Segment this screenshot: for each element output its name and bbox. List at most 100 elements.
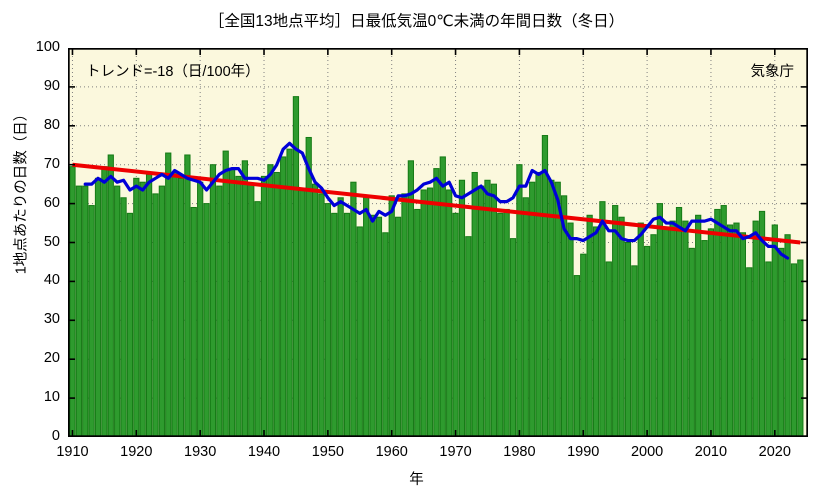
bar bbox=[158, 185, 165, 437]
bar bbox=[216, 185, 223, 437]
bar bbox=[356, 226, 363, 437]
bar bbox=[586, 214, 593, 437]
bar bbox=[311, 183, 319, 437]
bar bbox=[548, 179, 555, 437]
trend-line bbox=[72, 162, 801, 245]
bar bbox=[752, 220, 759, 437]
bar bbox=[94, 177, 102, 437]
bar bbox=[369, 214, 376, 437]
x-tick-label: 2020 bbox=[758, 444, 791, 460]
bar bbox=[778, 247, 785, 437]
bar bbox=[765, 261, 772, 437]
x-tick-label: 1940 bbox=[247, 444, 281, 460]
x-tick-label: 1930 bbox=[184, 444, 217, 460]
bar bbox=[631, 265, 638, 437]
bar bbox=[656, 203, 663, 437]
bar bbox=[624, 242, 632, 437]
x-tick-label: 1910 bbox=[56, 444, 89, 460]
bar bbox=[675, 206, 683, 437]
bar bbox=[784, 234, 791, 437]
bar bbox=[446, 189, 453, 437]
y-tick-label: 10 bbox=[43, 389, 60, 406]
y-tick-label: 100 bbox=[35, 39, 60, 55]
bar bbox=[471, 171, 478, 437]
bar bbox=[401, 193, 408, 437]
bar bbox=[618, 216, 625, 437]
bar bbox=[739, 232, 747, 437]
bar bbox=[337, 197, 344, 437]
bar bbox=[669, 220, 676, 437]
bar bbox=[707, 228, 715, 437]
smoothed-line bbox=[83, 141, 790, 260]
bar bbox=[567, 222, 574, 437]
bar bbox=[331, 212, 338, 437]
bar bbox=[695, 214, 702, 437]
bar bbox=[394, 216, 402, 437]
bar bbox=[305, 136, 312, 437]
bar bbox=[139, 181, 146, 437]
bar bbox=[458, 179, 466, 437]
bar bbox=[573, 275, 580, 437]
bar bbox=[197, 181, 204, 437]
bar bbox=[452, 212, 459, 437]
bar bbox=[248, 183, 255, 437]
bar bbox=[228, 168, 236, 437]
bar bbox=[190, 206, 197, 437]
bar bbox=[363, 195, 370, 437]
y-tick-label: 80 bbox=[43, 116, 60, 133]
bar bbox=[714, 208, 721, 437]
bar bbox=[222, 150, 229, 437]
trend-annotation: トレンド=-18（日/100年） bbox=[86, 64, 260, 80]
x-tick-label: 2000 bbox=[630, 444, 664, 460]
bar bbox=[88, 205, 95, 437]
bar bbox=[720, 205, 727, 437]
bar bbox=[522, 197, 529, 437]
bar bbox=[260, 175, 268, 437]
bar bbox=[477, 185, 485, 437]
bar bbox=[599, 201, 606, 437]
bar bbox=[790, 263, 798, 437]
agency-annotation: 気象庁 bbox=[750, 64, 795, 80]
bar bbox=[235, 175, 242, 437]
bar bbox=[75, 185, 82, 437]
bar bbox=[133, 177, 140, 437]
bar bbox=[612, 205, 619, 437]
bar bbox=[771, 224, 778, 437]
bar bbox=[177, 177, 185, 437]
bar bbox=[560, 195, 568, 437]
bar bbox=[69, 166, 76, 437]
bar bbox=[554, 181, 561, 437]
bar bbox=[637, 222, 644, 437]
bar bbox=[484, 179, 491, 437]
bar bbox=[318, 193, 325, 437]
bar bbox=[726, 224, 734, 437]
bar bbox=[350, 181, 357, 437]
bar bbox=[152, 193, 159, 437]
bar bbox=[490, 183, 497, 437]
bar bbox=[509, 238, 517, 437]
bar bbox=[529, 181, 536, 437]
bar bbox=[465, 236, 472, 437]
bar bbox=[516, 164, 523, 437]
x-tick-label: 1990 bbox=[567, 444, 600, 460]
bar bbox=[433, 168, 440, 437]
y-tick-label: 20 bbox=[43, 350, 60, 367]
bar bbox=[439, 156, 446, 437]
bar bbox=[120, 197, 127, 437]
bar bbox=[663, 226, 670, 437]
x-axis-label: 年 bbox=[409, 472, 424, 488]
bar bbox=[324, 203, 331, 437]
plot-frame bbox=[68, 48, 808, 437]
bar bbox=[701, 240, 708, 437]
bar bbox=[503, 208, 510, 437]
bar bbox=[171, 171, 178, 437]
x-tick-label: 1960 bbox=[375, 444, 408, 460]
bar bbox=[273, 171, 280, 437]
bar bbox=[535, 171, 542, 437]
y-tick-label: 30 bbox=[43, 311, 60, 328]
y-axis-ticks: 0 10 20 30 40 50 60 70 80 90 100 bbox=[0, 40, 60, 443]
bar bbox=[292, 96, 300, 437]
bar bbox=[797, 259, 804, 437]
bar bbox=[605, 261, 612, 437]
